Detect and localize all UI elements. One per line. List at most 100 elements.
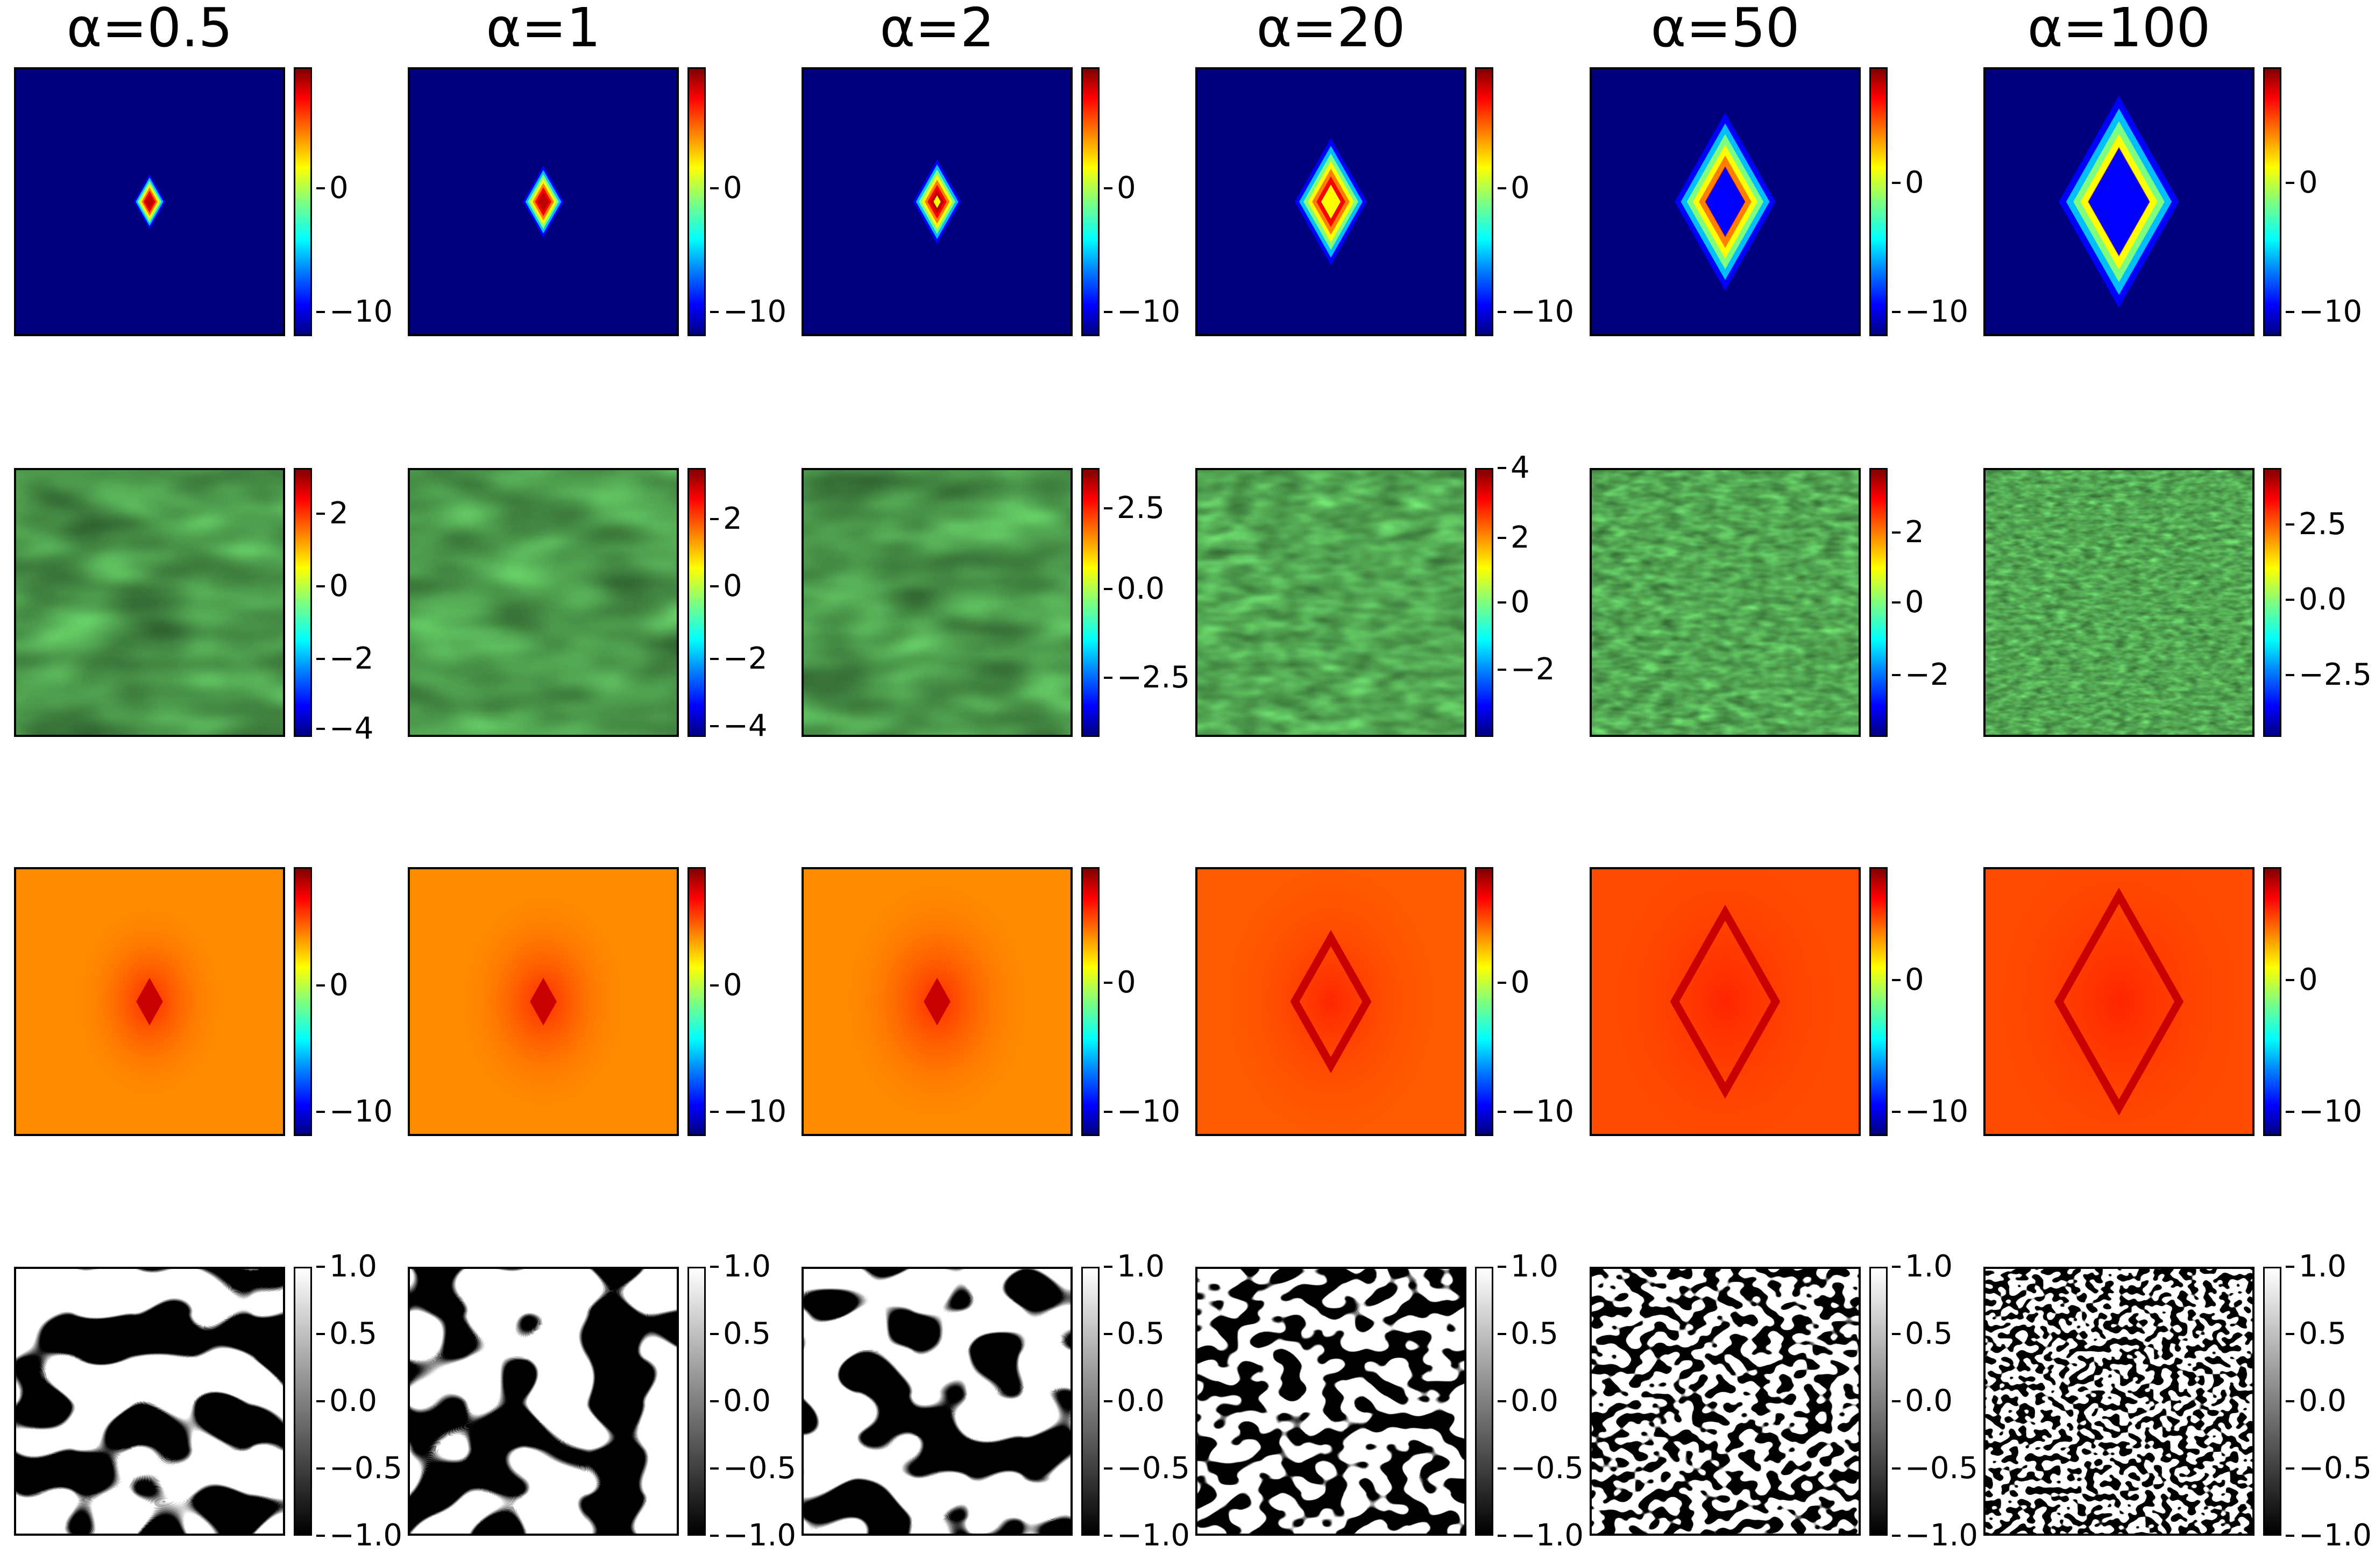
colorbar-tick-label: −1.0: [1511, 1518, 1584, 1553]
heatmap-image: [1986, 69, 2252, 334]
heatmap-image: [1986, 869, 2252, 1134]
image-panel: [14, 867, 285, 1136]
colorbar-tick-label: 0: [2299, 962, 2318, 997]
colorbar-tick-label: 0: [329, 171, 349, 205]
colorbar: [2263, 468, 2281, 737]
image-panel: [1983, 67, 2255, 336]
colorbar-tick-label: −4: [723, 708, 768, 743]
colorbar: [294, 867, 312, 1136]
heatmap-image: [1592, 69, 1859, 334]
colorbar-tick-label: 0.0: [2299, 1383, 2347, 1418]
heatmap-image: [1592, 869, 1859, 1134]
colorbar-tick-label: 0.5: [1511, 1316, 1559, 1351]
image-panel: [408, 1267, 679, 1536]
colorbar-tick-label: 4: [1511, 450, 1530, 485]
colorbar-tick-label: −1.0: [1905, 1518, 1978, 1553]
colorbar-tick-label: −2: [723, 641, 768, 676]
colorbar: [687, 468, 706, 737]
colorbar-tick-label: 2: [723, 501, 742, 536]
colorbar-tick-label: −0.5: [2299, 1451, 2372, 1486]
colorbar-tick-label: 0: [1117, 171, 1136, 205]
colorbar-tick-label: 1.0: [1117, 1249, 1165, 1284]
column-title: α=50: [1650, 0, 1800, 59]
colorbar-tick-label: 0.0: [1117, 571, 1165, 606]
colorbar: [687, 67, 706, 336]
colorbar-tick-label: 0.0: [2299, 582, 2347, 617]
colorbar: [1869, 67, 1888, 336]
colorbar-tick-label: 0.0: [723, 1383, 771, 1418]
image-panel: [1195, 468, 1466, 737]
colorbar-tick-label: 0.5: [329, 1316, 378, 1351]
colorbar: [1869, 1267, 1888, 1536]
colorbar-tick-label: 0: [723, 569, 742, 604]
colorbar-tick-label: 0.5: [723, 1316, 771, 1351]
colorbar-tick-label: −0.5: [329, 1451, 402, 1486]
colorbar-tick-label: −10: [1511, 294, 1575, 329]
heatmap-image: [16, 69, 283, 334]
image-panel: [802, 867, 1073, 1136]
heatmap-image: [804, 470, 1070, 735]
heatmap-image: [804, 1269, 1070, 1534]
colorbar-tick-label: −10: [723, 294, 787, 329]
image-panel: [408, 67, 679, 336]
colorbar-tick-label: −0.5: [1511, 1451, 1584, 1486]
heatmap-image: [1197, 69, 1464, 334]
heatmap-image: [1197, 1269, 1464, 1534]
heatmap-image: [804, 69, 1070, 334]
colorbar-tick-label: 1.0: [2299, 1249, 2347, 1284]
colorbar-tick-label: −1.0: [2299, 1518, 2372, 1553]
heatmap-image: [410, 69, 677, 334]
colorbar: [2263, 67, 2281, 336]
colorbar-tick-label: −2: [329, 641, 374, 676]
heatmap-image: [410, 869, 677, 1134]
image-panel: [1590, 1267, 1861, 1536]
colorbar-tick-label: 0.0: [1117, 1383, 1165, 1418]
colorbar-tick-label: 0: [1511, 965, 1530, 1000]
colorbar-tick-label: 1.0: [1905, 1249, 1953, 1284]
colorbar: [687, 867, 706, 1136]
colorbar-tick-label: 0: [723, 171, 742, 205]
colorbar: [1869, 867, 1888, 1136]
heatmap-image: [16, 869, 283, 1134]
heatmap-image: [1197, 470, 1464, 735]
image-panel: [1983, 468, 2255, 737]
colorbar-tick-label: 2.5: [2299, 507, 2347, 542]
colorbar: [1081, 468, 1100, 737]
colorbar: [1869, 468, 1888, 737]
heatmap-image: [1986, 1269, 2252, 1534]
image-panel: [14, 1267, 285, 1536]
colorbar: [2263, 1267, 2281, 1536]
colorbar-tick-label: 0: [1117, 965, 1136, 1000]
image-panel: [408, 867, 679, 1136]
colorbar: [294, 468, 312, 737]
colorbar-tick-label: −10: [1905, 1094, 1969, 1129]
colorbar: [294, 1267, 312, 1536]
image-panel: [802, 1267, 1073, 1536]
image-panel: [1983, 867, 2255, 1136]
heatmap-image: [1197, 869, 1464, 1134]
colorbar: [2263, 867, 2281, 1136]
colorbar: [1475, 468, 1493, 737]
colorbar-tick-label: 1.0: [723, 1249, 771, 1284]
image-panel: [1195, 1267, 1466, 1536]
colorbar-tick-label: 1.0: [329, 1249, 378, 1284]
image-panel: [1195, 67, 1466, 336]
colorbar-tick-label: −1.0: [329, 1518, 402, 1553]
colorbar: [294, 67, 312, 336]
image-panel: [1590, 867, 1861, 1136]
colorbar-tick-label: −0.5: [1905, 1451, 1978, 1486]
colorbar-tick-label: 0: [1511, 171, 1530, 205]
colorbar-tick-label: −2: [1511, 652, 1555, 687]
image-panel: [14, 468, 285, 737]
colorbar: [1475, 1267, 1493, 1536]
colorbar: [1081, 67, 1100, 336]
heatmap-image: [1592, 470, 1859, 735]
colorbar-tick-label: −1.0: [1117, 1518, 1190, 1553]
colorbar: [1475, 867, 1493, 1136]
colorbar-tick-label: −2.5: [1117, 660, 1190, 695]
image-panel: [408, 468, 679, 737]
column-title: α=20: [1256, 0, 1406, 59]
colorbar: [1475, 67, 1493, 336]
colorbar-tick-label: −10: [329, 1094, 393, 1129]
colorbar-tick-label: 2.5: [1117, 491, 1165, 526]
